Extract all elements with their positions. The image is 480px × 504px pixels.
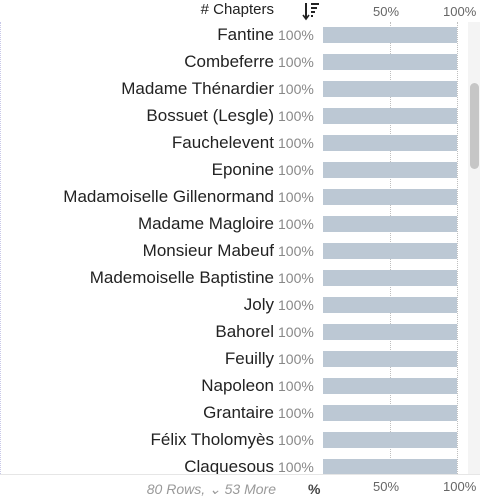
row-bar — [323, 378, 457, 394]
table-footer: 80 Rows, ⌄ 53 More % 50% 100% — [0, 474, 480, 504]
row-label: Bahorel — [215, 322, 274, 341]
row-label: Madamoiselle Gillenormand — [63, 187, 274, 206]
row-percent-value: 100% — [278, 351, 314, 367]
row-label: Eponine — [211, 160, 274, 179]
table-row[interactable]: Bossuet (Lesgle) 100% — [0, 103, 466, 130]
table-row[interactable]: Madame Magloire 100% — [0, 211, 466, 238]
table-row[interactable]: Fantine 100% — [0, 22, 466, 49]
row-percent-value: 100% — [278, 162, 314, 178]
table-row[interactable]: Napoleon 100% — [0, 373, 466, 400]
axis-top-label-50: 50% — [373, 4, 400, 19]
table-row[interactable]: Combeferre 100% — [0, 49, 466, 76]
row-percent-value: 100% — [278, 432, 314, 448]
axis-bottom-label-100: 100% — [443, 479, 477, 494]
row-bar — [323, 351, 457, 367]
row-count-more-link[interactable]: 80 Rows, ⌄ 53 More — [146, 481, 276, 497]
row-label: Félix Tholomyès — [150, 430, 274, 449]
row-bar — [323, 324, 457, 340]
row-bar — [323, 270, 457, 286]
row-gutter — [0, 22, 4, 474]
row-percent-value: 100% — [278, 324, 314, 340]
row-percent-value: 100% — [278, 459, 314, 474]
column-title[interactable]: # Chapters — [200, 1, 274, 18]
table-row[interactable]: Claquesous 100% — [0, 454, 466, 474]
row-label: Fauchelevent — [171, 133, 274, 152]
row-bar — [323, 108, 457, 124]
row-percent-value: 100% — [278, 81, 314, 97]
row-bar — [323, 54, 457, 70]
row-bar — [323, 189, 457, 205]
row-label: Claquesous — [184, 457, 274, 474]
row-percent-value: 100% — [278, 243, 314, 259]
table-row[interactable]: Bahorel 100% — [0, 319, 466, 346]
row-percent-value: 100% — [278, 135, 314, 151]
row-label: Monsieur Mabeuf — [142, 241, 274, 260]
row-bar — [323, 243, 457, 259]
row-label: Mademoiselle Baptistine — [89, 268, 274, 287]
row-percent-value: 100% — [278, 54, 314, 70]
row-percent-value: 100% — [278, 108, 314, 124]
row-percent-value: 100% — [278, 27, 314, 43]
table-row[interactable]: Madamoiselle Gillenormand 100% — [0, 184, 466, 211]
table-row[interactable]: Grantaire 100% — [0, 400, 466, 427]
scrollbar-thumb[interactable] — [470, 83, 479, 169]
row-bar — [323, 432, 457, 448]
row-percent-value: 100% — [278, 189, 314, 205]
table-row[interactable]: Madame Thénardier 100% — [0, 76, 466, 103]
row-bar — [323, 135, 457, 151]
axis-top-label-100: 100% — [443, 4, 477, 19]
row-bar — [323, 81, 457, 97]
row-bar — [323, 459, 457, 474]
row-bar — [323, 27, 457, 43]
row-label: Madame Thénardier — [121, 79, 274, 98]
row-label: Madame Magloire — [137, 214, 274, 233]
table-row[interactable]: Joly 100% — [0, 292, 466, 319]
axis-bottom-label-50: 50% — [373, 479, 400, 494]
row-label: Fantine — [217, 25, 274, 44]
row-bar — [323, 216, 457, 232]
table-row[interactable]: Mademoiselle Baptistine 100% — [0, 265, 466, 292]
table-row[interactable]: Félix Tholomyès 100% — [0, 427, 466, 454]
row-percent-value: 100% — [278, 270, 314, 286]
row-percent-value: 100% — [278, 405, 314, 421]
table-row[interactable]: Fauchelevent 100% — [0, 130, 466, 157]
row-bar — [323, 297, 457, 313]
row-label: Combeferre — [184, 52, 274, 71]
sort-descending-icon[interactable] — [302, 1, 320, 21]
unit-label: % — [308, 481, 321, 497]
row-bar — [323, 405, 457, 421]
table-row[interactable]: Feuilly 100% — [0, 346, 466, 373]
row-label: Bossuet (Lesgle) — [146, 106, 274, 125]
row-percent-value: 100% — [278, 297, 314, 313]
row-list: Fantine 100% Combeferre 100% Madame Thénardi… — [0, 22, 466, 474]
row-bar — [323, 162, 457, 178]
gridline-100 — [457, 22, 458, 474]
row-percent-value: 100% — [278, 378, 314, 394]
row-label: Joly — [243, 295, 274, 314]
row-percent-value: 100% — [278, 216, 314, 232]
table-row[interactable]: Eponine 100% — [0, 157, 466, 184]
row-label: Grantaire — [203, 403, 274, 422]
table-header: # Chapters 50% 100% — [0, 0, 480, 22]
row-label: Feuilly — [224, 349, 274, 368]
row-label: Napoleon — [201, 376, 274, 395]
table-row[interactable]: Monsieur Mabeuf 100% — [0, 238, 466, 265]
